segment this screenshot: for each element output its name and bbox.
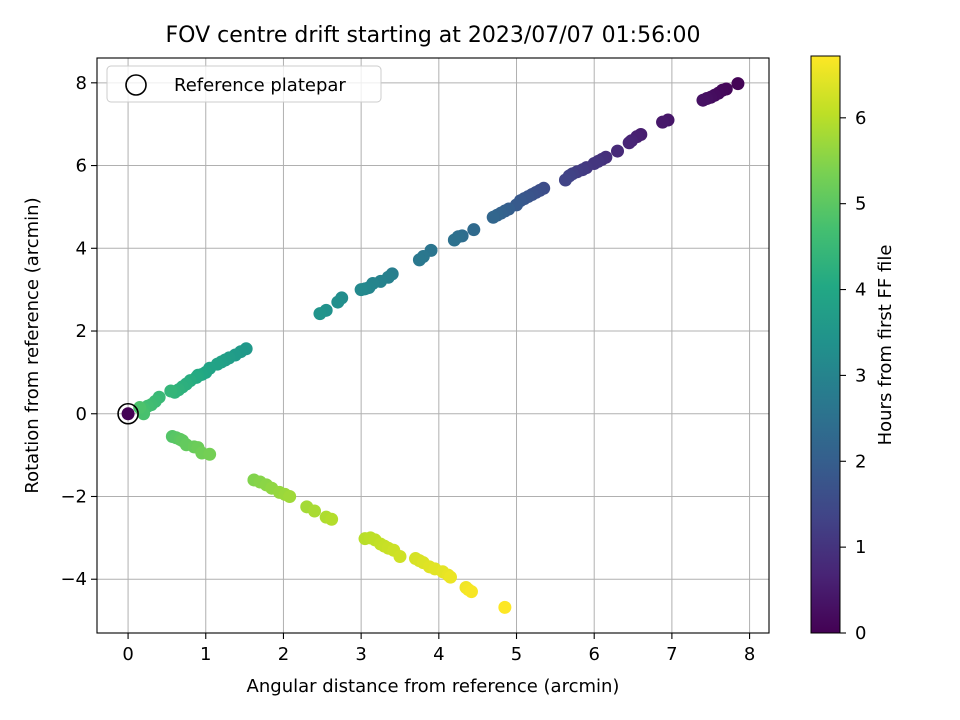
x-tick-label: 7: [666, 644, 677, 665]
data-point: [558, 173, 572, 187]
data-point: [696, 93, 710, 107]
legend: Reference platepar: [106, 65, 382, 103]
data-point: [412, 253, 426, 267]
legend-label: Reference platepar: [174, 75, 346, 96]
x-tick-label: 2: [278, 644, 289, 665]
x-axis-ticks: 0 1 2 3 4 5 6 7 8: [122, 633, 755, 665]
data-point: [622, 136, 636, 150]
x-tick-label: 8: [744, 644, 755, 665]
data-point: [325, 512, 339, 526]
data-point: [467, 223, 481, 237]
x-axis-label: Angular distance from reference (arcmin): [247, 676, 620, 697]
data-point: [331, 295, 345, 309]
colorbar-label: Hours from first FF file: [875, 245, 896, 446]
data-point: [283, 489, 297, 503]
data-point: [443, 570, 457, 584]
colorbar-ticks: 0 1 2 3 4 5 6: [840, 108, 866, 644]
data-point: [731, 77, 745, 91]
y-axis-ticks: −4 −2 0 2 4 6 8: [60, 73, 97, 590]
data-point: [308, 504, 322, 518]
data-point: [164, 384, 178, 398]
plot-frame: [96, 57, 770, 634]
data-point: [313, 307, 327, 321]
x-tick-label: 1: [200, 644, 211, 665]
data-point: [498, 600, 512, 614]
y-tick-label: 0: [76, 404, 87, 425]
y-axis-label: Rotation from reference (arcmin): [22, 197, 43, 493]
colorbar-tick-label: 1: [855, 537, 866, 558]
y-tick-label: −4: [60, 569, 87, 590]
data-point: [464, 585, 478, 599]
data-point: [133, 401, 147, 415]
chart-title: FOV centre drift starting at 2023/07/07 …: [166, 23, 701, 48]
data-point: [611, 144, 625, 158]
x-tick-label: 5: [511, 644, 522, 665]
data-point: [354, 283, 368, 297]
legend-box: [106, 65, 382, 103]
y-tick-label: 6: [76, 156, 87, 177]
colorbar-tick-label: 6: [855, 108, 866, 129]
data-points: [121, 77, 745, 614]
legend-reference-marker: [125, 74, 147, 96]
data-point: [656, 115, 670, 129]
colorbar: [810, 55, 841, 634]
grid-lines: [97, 58, 769, 633]
data-point: [121, 407, 135, 421]
colorbar-tick-label: 0: [855, 623, 866, 644]
x-tick-label: 6: [588, 644, 599, 665]
data-point: [203, 447, 217, 461]
colorbar-tick-label: 5: [855, 194, 866, 215]
x-tick-label: 0: [122, 644, 133, 665]
x-tick-label: 3: [355, 644, 366, 665]
y-tick-label: 8: [76, 73, 87, 94]
colorbar-tick-label: 2: [855, 451, 866, 472]
y-tick-label: 2: [76, 321, 87, 342]
data-point: [393, 549, 407, 563]
y-tick-label: 4: [76, 238, 87, 259]
reference-platepar-marker: [117, 402, 139, 425]
data-point: [447, 233, 461, 247]
colorbar-tick-label: 3: [855, 365, 866, 386]
colorbar-tick-label: 4: [855, 280, 866, 301]
x-tick-label: 4: [433, 644, 444, 665]
y-tick-label: −2: [60, 486, 87, 507]
reference-marker-layer: [117, 402, 139, 425]
data-point: [486, 210, 500, 224]
